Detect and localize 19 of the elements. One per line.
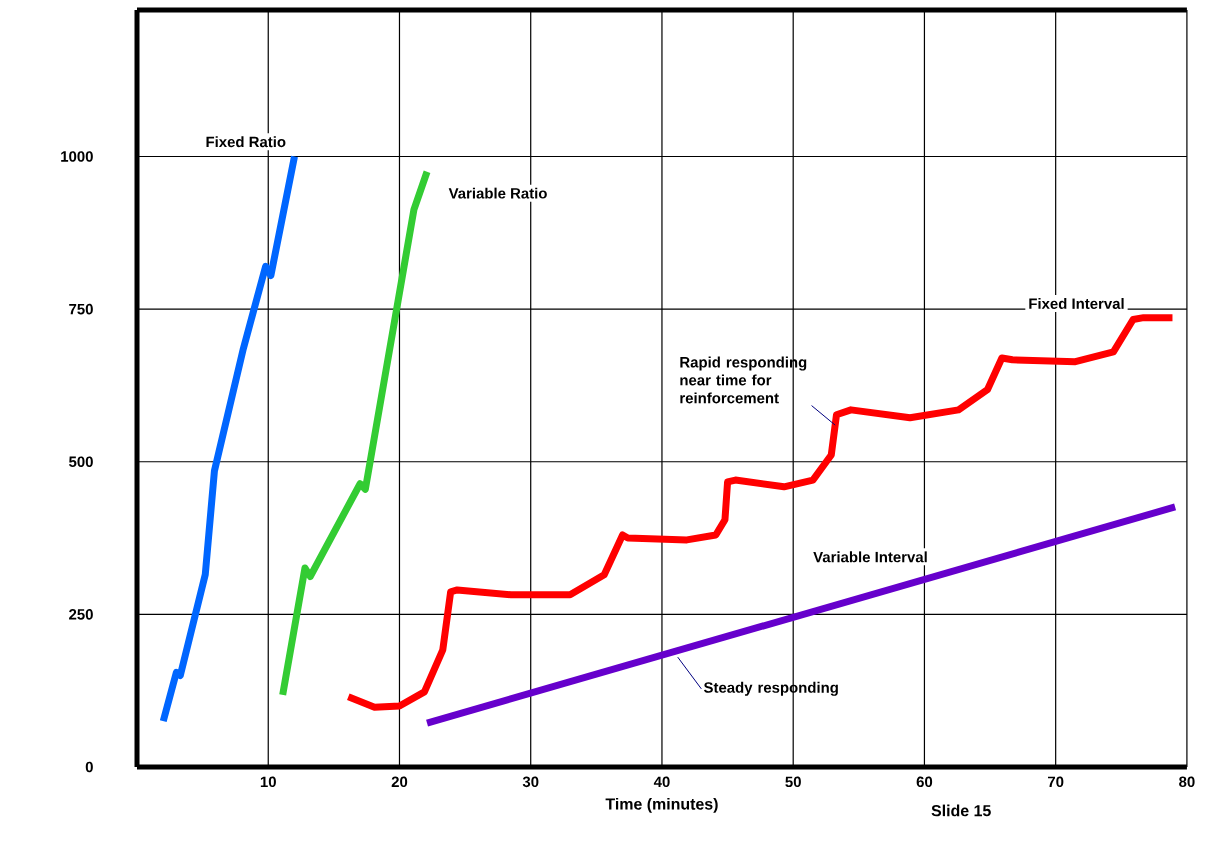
series-label: Fixed Ratio	[206, 136, 286, 148]
x-tick-label: 20	[391, 776, 408, 788]
x-tick-label: 50	[785, 776, 801, 788]
x-tick-label: 40	[653, 776, 670, 788]
x-tick-label: 30	[522, 776, 539, 788]
x-tick-label: 10	[260, 776, 276, 788]
text: Slide 15	[931, 804, 991, 817]
series-label: Variable Interval	[813, 551, 927, 563]
x-axis-title: Time (minutes)	[605, 797, 718, 813]
x-tick-label: 80	[1179, 776, 1195, 788]
y-tick-label: 500	[69, 456, 93, 468]
x-tick-label: 70	[1048, 776, 1064, 788]
y-tick-label: 250	[69, 609, 93, 620]
y-tick-label: 0	[85, 761, 93, 773]
x-tick-label: 60	[916, 776, 933, 788]
series-label: Variable Ratio	[448, 187, 547, 199]
series-label: Fixed Interval	[1029, 298, 1124, 309]
y-tick-label: 750	[69, 303, 93, 315]
y-tick-label: 1000	[61, 151, 93, 162]
